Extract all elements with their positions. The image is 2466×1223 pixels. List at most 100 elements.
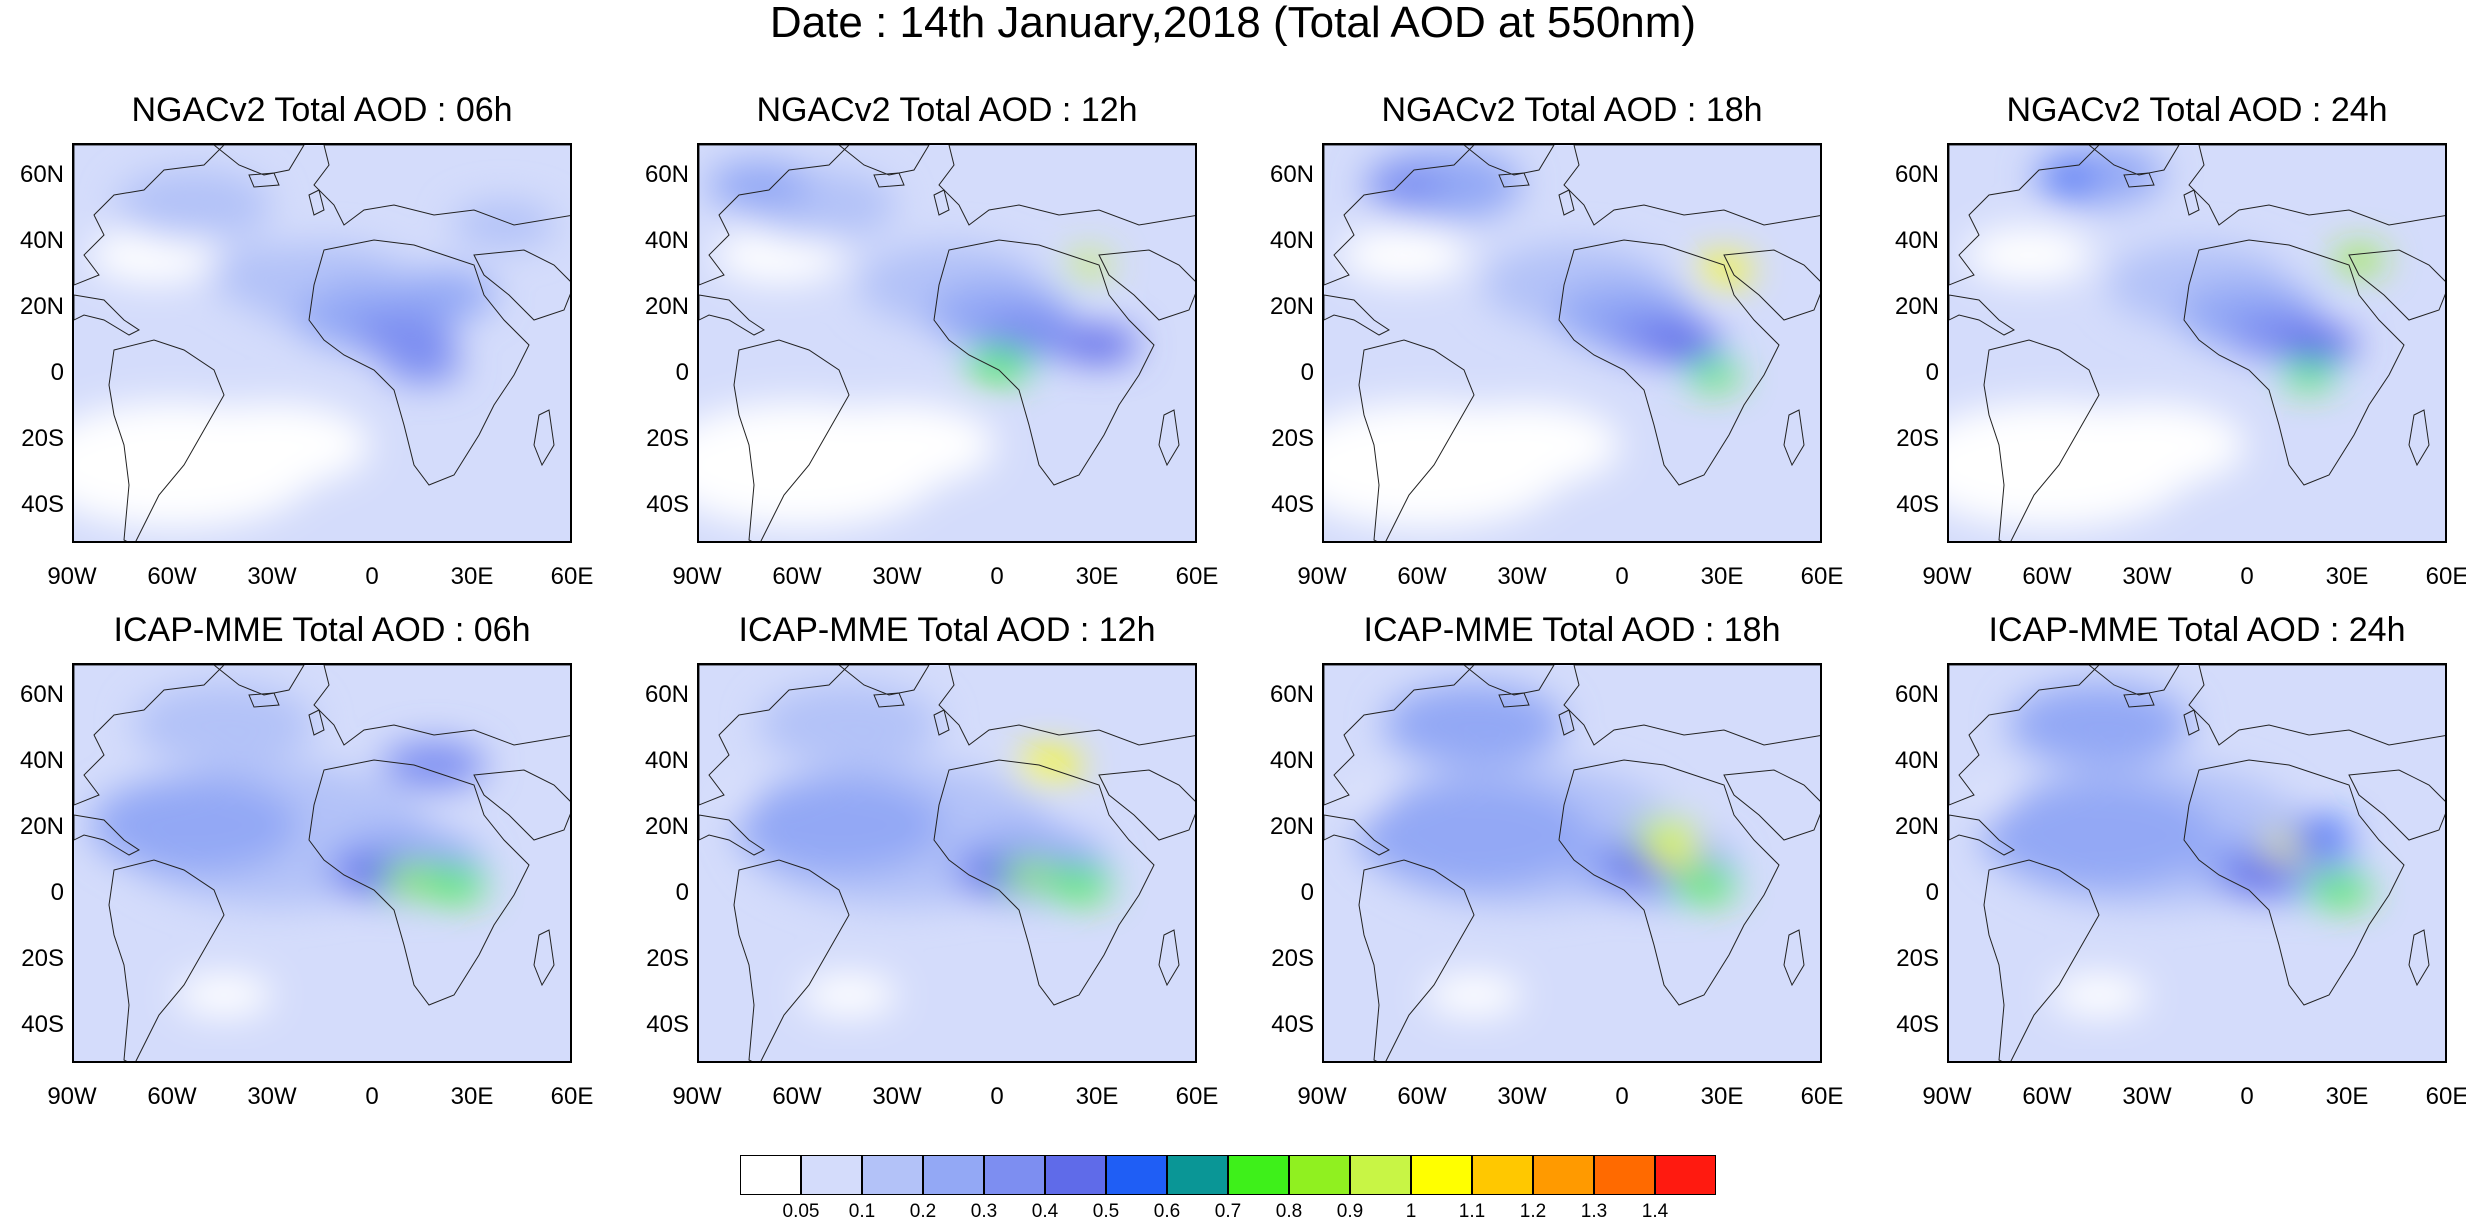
aod-plume [1060, 327, 1138, 363]
longitude-tick-label: 30E [2325, 1083, 2369, 1110]
coastline [873, 692, 905, 708]
coastline [1558, 189, 1575, 216]
colorbar-label: 1.4 [1641, 1201, 1669, 1222]
coastline [308, 709, 325, 736]
longitude-tick-label: 30E [2325, 563, 2369, 590]
longitude-tick-label: 90W [672, 1083, 722, 1110]
longitude-tick-label: 60W [2022, 1083, 2072, 1110]
longitude-tick-label: 30E [450, 563, 494, 590]
coastline [1563, 665, 1820, 746]
coastline [1324, 145, 1475, 286]
aod-plume [1383, 683, 1565, 767]
panel-title: ICAP-MME Total AOD : 24h [1988, 611, 2406, 649]
longitude-tick-label: 0 [1615, 1083, 1629, 1110]
latitude-tick-label: 20N [1269, 293, 1314, 320]
longitude-tick-label: 0 [365, 1083, 379, 1110]
aod-plume [2008, 683, 2190, 767]
coastline [2188, 145, 2445, 226]
coastline [933, 759, 1155, 1006]
coastline [933, 239, 1155, 486]
low-aod-patch [2053, 403, 2245, 487]
aod-plume [2043, 168, 2095, 192]
aod-plume [966, 350, 1032, 380]
longitude-tick-label: 60W [1397, 1083, 1447, 1110]
latitude-tick-label: 20S [1271, 425, 1314, 452]
longitude-tick-label: 60W [1397, 563, 1447, 590]
map-plot [72, 143, 572, 543]
latitude-tick-label: 0 [1300, 359, 1314, 386]
colorbar-swatch [1472, 1155, 1533, 1195]
coastline [2408, 929, 2430, 987]
coastline [1723, 769, 1820, 841]
map-plot [1322, 663, 1822, 1063]
low-aod-patch [2051, 974, 2147, 1016]
aod-plume [90, 777, 298, 873]
latitude-tick-label: 0 [50, 879, 64, 906]
coastline [213, 665, 305, 696]
latitude-tick-label: 60N [19, 681, 64, 708]
longitude-tick-label: 60W [772, 1083, 822, 1110]
aod-plume [1365, 167, 1443, 203]
longitude-tick-label: 60E [550, 1083, 594, 1110]
figure-title: Date : 14th January,2018 (Total AOD at 5… [769, 0, 1697, 47]
aod-plume [2283, 363, 2335, 387]
aod-plume [1357, 781, 1591, 889]
colorbar-label: 1.1 [1458, 1201, 1486, 1222]
colorbar-swatch [1045, 1155, 1106, 1195]
panel-title: NGACv2 Total AOD : 06h [131, 91, 513, 129]
low-aod-patch [178, 403, 370, 487]
longitude-tick-label: 30E [1700, 563, 1744, 590]
coastline [2408, 409, 2430, 467]
colorbar-swatch [801, 1155, 862, 1195]
latitude-tick-label: 20S [21, 425, 64, 452]
latitude-tick-label: 40S [21, 491, 64, 518]
aod-plume [707, 161, 811, 209]
longitude-tick-label: 30W [2122, 563, 2172, 590]
longitude-tick-label: 30E [1075, 1083, 1119, 1110]
colorbar-swatch [1106, 1155, 1167, 1195]
latitude-tick-label: 60N [1894, 161, 1939, 188]
coastline [1949, 665, 2100, 806]
longitude-tick-label: 60E [550, 563, 594, 590]
low-aod-patch [1428, 403, 1620, 487]
coastline [533, 929, 555, 987]
panel-title: NGACv2 Total AOD : 18h [1381, 91, 1763, 129]
aod-plume [1982, 781, 2216, 889]
longitude-tick-label: 90W [47, 563, 97, 590]
latitude-tick-label: 20S [1896, 425, 1939, 452]
latitude-tick-label: 40S [21, 1011, 64, 1038]
coastline [1098, 769, 1195, 841]
coastline [533, 409, 555, 467]
coastline [1558, 759, 1780, 1006]
colorbar-swatch [1533, 1155, 1594, 1195]
aod-plume [2286, 820, 2352, 850]
latitude-tick-label: 40S [1896, 1011, 1939, 1038]
aod-plume [382, 741, 486, 789]
map-svg [74, 145, 570, 541]
map-plot [1947, 143, 2447, 543]
aod-plume [2220, 857, 2298, 893]
colorbar-swatch [1350, 1155, 1411, 1195]
map-svg [1949, 145, 2445, 541]
latitude-tick-label: 0 [675, 879, 689, 906]
latitude-tick-label: 20S [21, 945, 64, 972]
latitude-tick-label: 60N [644, 161, 689, 188]
longitude-tick-label: 90W [672, 563, 722, 590]
aod-plume [133, 683, 315, 767]
map-svg [1949, 665, 2445, 1061]
latitude-tick-label: 20S [646, 425, 689, 452]
coastline [733, 859, 850, 1061]
longitude-tick-label: 60W [147, 563, 197, 590]
longitude-tick-label: 30E [1700, 1083, 1744, 1110]
coastline [308, 759, 530, 1006]
longitude-tick-label: 60E [1175, 563, 1219, 590]
coastline [2183, 189, 2200, 216]
longitude-tick-label: 90W [1297, 563, 1347, 590]
map-svg [74, 665, 570, 1061]
longitude-tick-label: 0 [990, 1083, 1004, 1110]
coastline [1563, 145, 1820, 226]
aod-plume [758, 683, 940, 767]
longitude-tick-label: 30W [872, 563, 922, 590]
panel-title: NGACv2 Total AOD : 12h [756, 91, 1138, 129]
coastline [1324, 665, 1475, 806]
